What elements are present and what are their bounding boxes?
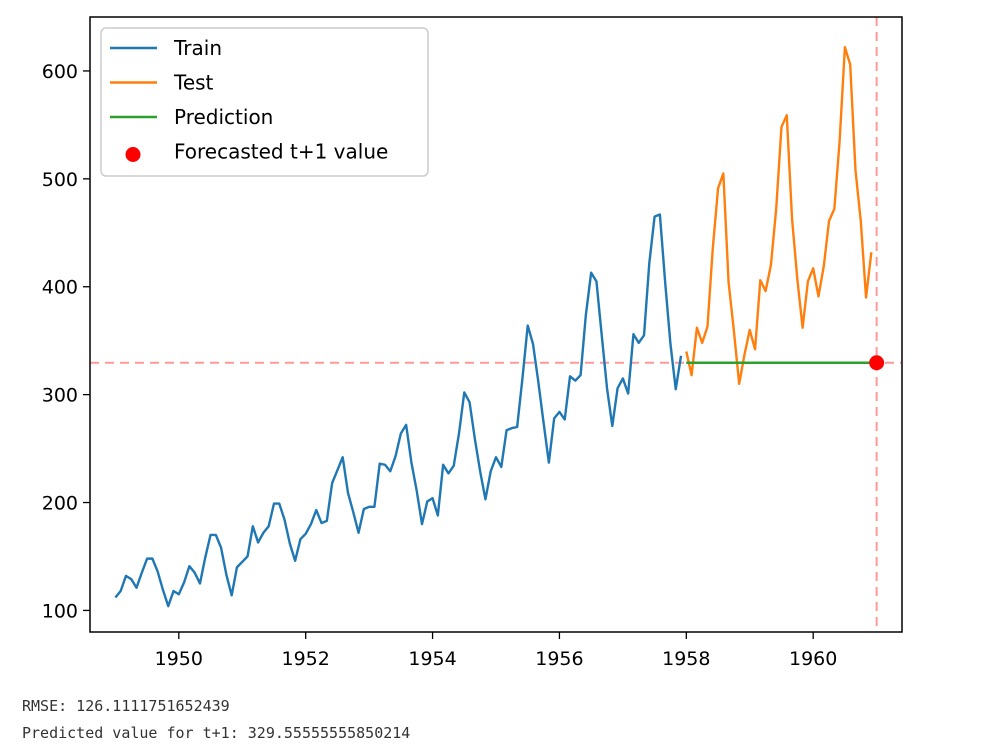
x-tick-label: 1952	[282, 648, 330, 670]
x-tick-label: 1960	[789, 648, 837, 670]
axes-frame	[89, 16, 903, 633]
y-tick-label: 400	[42, 277, 78, 299]
x-tick-label: 1956	[535, 648, 583, 670]
x-tick-label: 1950	[155, 648, 203, 670]
x-tick-label: 1958	[662, 648, 710, 670]
y-tick-label: 100	[42, 600, 78, 622]
prediction-output: Predicted value for t+1: 329.55555555850…	[22, 724, 411, 742]
legend-label: Prediction	[174, 105, 273, 129]
legend-label: Train	[173, 36, 222, 60]
legend-label: Test	[173, 71, 214, 95]
y-tick-label: 300	[42, 385, 78, 407]
series-test	[685, 46, 873, 386]
legend-marker-forecast	[125, 147, 141, 162]
plot-area	[90, 17, 902, 632]
rmse-output: RMSE: 126.1111751652439	[22, 697, 230, 715]
y-tick-label: 200	[42, 493, 78, 515]
x-tick-label: 1954	[408, 648, 456, 670]
legend-box	[100, 27, 429, 177]
chart: 1950 1952 1954 1956 1958 1960 100 200 300 400 500 6…	[42, 16, 903, 670]
forecast-point	[869, 355, 885, 371]
legend: Train Test Prediction Forecasted t+1 value	[100, 27, 429, 177]
y-tick-label: 600	[42, 61, 78, 83]
legend-label: Forecasted t+1 value	[174, 140, 388, 164]
axes: 1950 1952 1954 1956 1958 1960 100 200 300 400 500 6…	[42, 16, 903, 670]
y-tick-label: 500	[42, 169, 78, 191]
series-train	[114, 213, 683, 608]
